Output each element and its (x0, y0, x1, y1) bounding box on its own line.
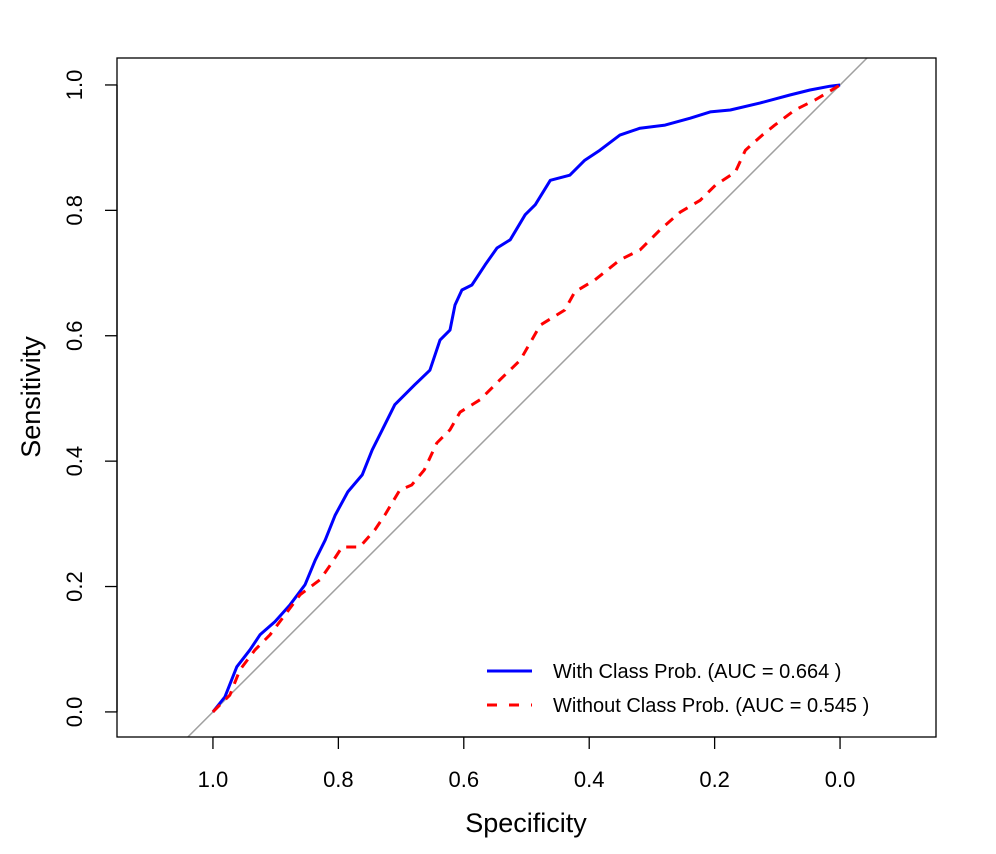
x-tick-label: 0.8 (323, 767, 354, 792)
x-tick-label: 0.2 (699, 767, 730, 792)
x-tick-label: 0.6 (448, 767, 479, 792)
roc-curve-1 (211, 83, 841, 713)
x-tick-label: 0.0 (825, 767, 856, 792)
y-axis-title: Sensitivity (16, 336, 46, 458)
y-tick-label: 0.8 (62, 195, 87, 226)
x-tick-label: 1.0 (198, 767, 229, 792)
y-tick-label: 0.0 (62, 697, 87, 728)
y-tick-label: 0.6 (62, 320, 87, 351)
y-tick-label: 1.0 (62, 70, 87, 101)
legend: With Class Prob. (AUC = 0.664 ) Without … (487, 661, 869, 717)
x-axis-title: Specificity (465, 808, 587, 838)
legend-label-without: Without Class Prob. (AUC = 0.545 ) (553, 695, 869, 717)
roc-curve-0 (211, 83, 841, 713)
y-tick-label: 0.2 (62, 571, 87, 602)
reference-diagonal (186, 58, 869, 737)
x-tick-label: 0.4 (574, 767, 605, 792)
y-tick-label: 0.4 (62, 446, 87, 477)
legend-label-with: With Class Prob. (AUC = 0.664 ) (553, 661, 841, 683)
